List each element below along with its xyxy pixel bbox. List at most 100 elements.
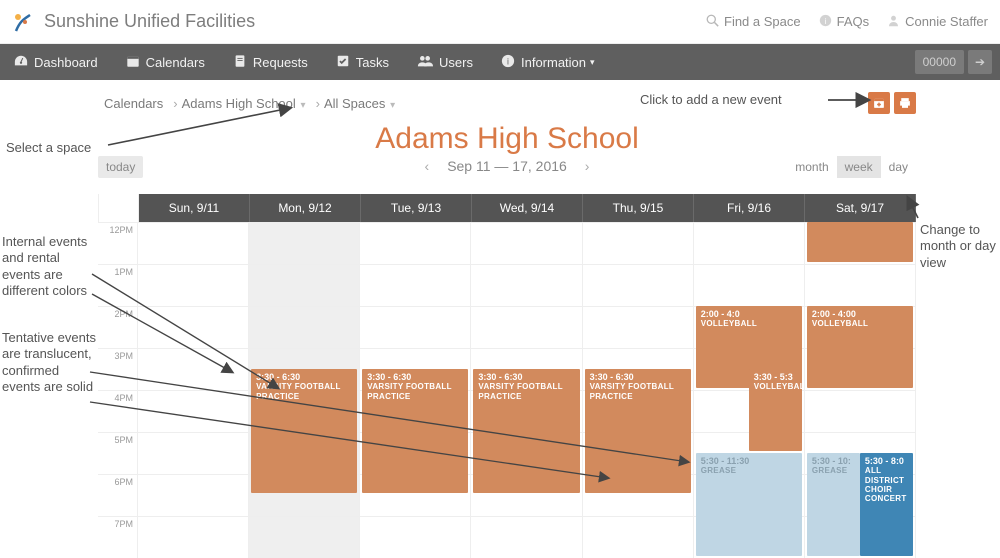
calendar-event[interactable]: 3:30 - 6:30VARSITY FOOTBALL PRACTICE [473,369,579,493]
breadcrumb: Calendars › Adams High School ▾ › All Sp… [98,80,916,120]
next-week-button[interactable]: › [585,158,590,174]
crumb-school-label: Adams High School [182,96,296,111]
view-toggle: month week day [787,156,916,178]
calendar-event[interactable] [807,222,913,262]
nav-dashboard-label: Dashboard [34,55,98,70]
search-icon [706,14,719,30]
event-time: 2:00 - 4:00 [812,309,908,319]
nav-search-go[interactable]: ➔ [968,50,992,74]
crumb-space-label: All Spaces [324,96,385,111]
user-name: Connie Staffer [905,14,988,29]
day-column[interactable]: 3:30 - 6:30VARSITY FOOTBALL PRACTICE [360,222,471,558]
event-time: 5:30 - 10: [812,456,855,466]
event-time: 3:30 - 6:30 [478,372,574,382]
nav-dashboard[interactable]: Dashboard [0,44,112,80]
day-column[interactable] [138,222,249,558]
day-header: Tue, 9/13 [361,194,472,222]
calendar-event[interactable]: 3:30 - 6:30VARSITY FOOTBALL PRACTICE [362,369,468,493]
crumb-root[interactable]: Calendars [104,96,163,111]
day-header: Fri, 9/16 [694,194,805,222]
prev-week-button[interactable]: ‹ [425,158,430,174]
calendar-event[interactable]: 5:30 - 11:30GREASE [696,453,802,556]
calendar-event[interactable]: 3:30 - 6:30VARSITY FOOTBALL PRACTICE [251,369,357,493]
calendar-event[interactable]: 5:30 - 10:GREASE [807,453,860,556]
event-title: VOLLEYBALL [701,319,797,328]
nav-information[interactable]: i Information ▾ [487,44,615,80]
chevron-down-icon: ▾ [387,100,395,111]
crumb-space[interactable]: All Spaces ▾ [324,96,395,111]
event-title: VARSITY FOOTBALL PRACTICE [590,382,686,400]
view-month[interactable]: month [787,156,836,178]
event-title: VARSITY FOOTBALL PRACTICE [367,382,463,400]
time-label: 3PM [98,348,138,390]
event-title: GREASE [812,466,855,475]
event-time: 3:30 - 6:30 [590,372,686,382]
calendar-event[interactable]: 5:30 - 8:0ALL DISTRICT CHOIR CONCERT [860,453,913,556]
nav-search-placeholder: 00000 [923,55,956,69]
nav-calendars-label: Calendars [146,55,205,70]
nav-tasks-label: Tasks [356,55,389,70]
day-column[interactable]: 3:30 - 6:30VARSITY FOOTBALL PRACTICE [249,222,360,558]
add-event-button[interactable] [868,92,890,114]
event-title: VOLLEYBALL [754,382,797,391]
event-title: GREASE [701,466,797,475]
nav-calendars[interactable]: Calendars [112,44,219,80]
date-range-label: Sep 11 — 17, 2016 [447,158,567,174]
nav-requests-label: Requests [253,55,308,70]
today-button[interactable]: today [98,156,143,178]
day-column[interactable]: 3:30 - 6:30VARSITY FOOTBALL PRACTICE [471,222,582,558]
event-time: 3:30 - 6:30 [367,372,463,382]
user-menu[interactable]: Connie Staffer [887,14,988,30]
time-column: 12PM1PM2PM3PM4PM5PM6PM7PM [98,222,138,558]
day-column[interactable]: 2:00 - 4:0VOLLEYBALL3:30 - 5:3VOLLEYBALL… [694,222,805,558]
calendar-event[interactable]: 3:30 - 6:30VARSITY FOOTBALL PRACTICE [585,369,691,493]
users-icon [417,54,433,71]
day-header: Mon, 9/12 [250,194,361,222]
user-icon [887,14,900,30]
nav-tasks[interactable]: Tasks [322,44,403,80]
time-label: 1PM [98,264,138,306]
chevron-down-icon: ▾ [298,100,306,111]
time-label: 5PM [98,432,138,474]
event-time: 3:30 - 6:30 [256,372,352,382]
view-day[interactable]: day [881,156,916,178]
arrow-right-icon: ➔ [975,55,985,69]
calendar-plus-icon [873,97,885,109]
view-week[interactable]: week [837,156,881,178]
nav-bar: Dashboard Calendars Requests Tasks Users… [0,44,1000,80]
event-time: 5:30 - 11:30 [701,456,797,466]
faqs-link[interactable]: i FAQs [819,14,870,30]
svg-text:i: i [507,56,509,66]
day-header: Sun, 9/11 [139,194,250,222]
nav-requests[interactable]: Requests [219,44,322,80]
nav-search-input[interactable]: 00000 [915,50,964,74]
chevron-down-icon: ▾ [590,57,595,68]
time-label: 4PM [98,390,138,432]
calendar-event[interactable]: 3:30 - 5:3VOLLEYBALL [749,369,802,451]
dashboard-icon [14,54,28,71]
info-nav-icon: i [501,54,515,71]
day-column[interactable]: 3:30 - 6:30VARSITY FOOTBALL PRACTICE [583,222,694,558]
crumb-sep: › [316,96,320,111]
crumb-sep: › [173,96,177,111]
day-column[interactable]: 2:00 - 4:00VOLLEYBALL5:30 - 10:GREASE5:3… [805,222,916,558]
calendar-event[interactable]: 2:00 - 4:00VOLLEYBALL [807,306,913,388]
day-header: Wed, 9/14 [472,194,583,222]
page-title: Adams High School [98,122,916,156]
print-button[interactable] [894,92,916,114]
day-header: Thu, 9/15 [583,194,694,222]
time-label: 6PM [98,474,138,516]
event-title: VARSITY FOOTBALL PRACTICE [478,382,574,400]
calendar-header-row: Sun, 9/11 Mon, 9/12 Tue, 9/13 Wed, 9/14 … [98,194,916,222]
time-label: 12PM [98,222,138,264]
calendar-panel: Adams High School today month week day ‹… [98,122,916,558]
nav-users[interactable]: Users [403,44,487,80]
calendar-body[interactable]: 12PM1PM2PM3PM4PM5PM6PM7PM 3:30 - 6:30VAR… [98,222,916,558]
find-space-link[interactable]: Find a Space [706,14,801,30]
print-icon [899,97,911,109]
brand-bar: Sunshine Unified Facilities Find a Space… [0,0,1000,44]
event-time: 5:30 - 8:0 [865,456,908,466]
content-area: Calendars › Adams High School ▾ › All Sp… [0,80,1000,558]
crumb-school[interactable]: Adams High School ▾ [182,96,306,111]
time-label: 2PM [98,306,138,348]
